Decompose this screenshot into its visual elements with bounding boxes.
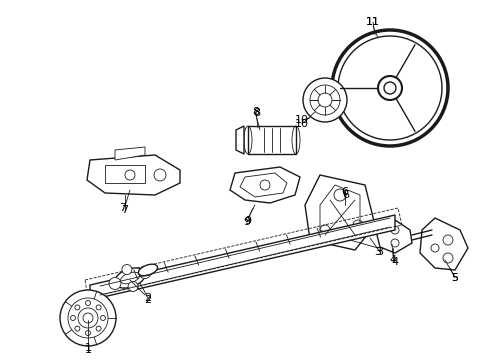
Text: 6: 6 <box>343 190 349 200</box>
Text: 7: 7 <box>122 205 128 215</box>
Text: 11: 11 <box>366 17 380 27</box>
Text: 8: 8 <box>252 107 260 117</box>
Text: 5: 5 <box>451 273 459 283</box>
Polygon shape <box>230 167 300 203</box>
Circle shape <box>122 265 132 275</box>
Circle shape <box>85 301 91 306</box>
Polygon shape <box>90 215 395 300</box>
Ellipse shape <box>139 264 158 276</box>
Text: 4: 4 <box>390 255 396 265</box>
Circle shape <box>332 30 448 146</box>
Text: 5: 5 <box>451 273 459 283</box>
Text: 9: 9 <box>244 217 250 227</box>
Text: 2: 2 <box>145 293 151 303</box>
Polygon shape <box>420 218 468 270</box>
Text: 4: 4 <box>392 257 398 267</box>
Text: 10: 10 <box>295 115 309 125</box>
Circle shape <box>71 315 75 320</box>
Circle shape <box>128 282 138 292</box>
Circle shape <box>303 78 347 122</box>
Circle shape <box>100 315 105 320</box>
Circle shape <box>378 76 402 100</box>
Text: 6: 6 <box>342 187 348 197</box>
Circle shape <box>139 266 151 279</box>
Circle shape <box>75 326 80 331</box>
Text: 8: 8 <box>253 108 261 118</box>
Text: 3: 3 <box>376 247 384 257</box>
Polygon shape <box>115 147 145 160</box>
Bar <box>248 126 296 154</box>
Circle shape <box>96 326 101 331</box>
Polygon shape <box>305 175 375 250</box>
Text: 1: 1 <box>84 343 92 353</box>
Circle shape <box>85 330 91 336</box>
Text: 10: 10 <box>295 119 309 129</box>
Text: 11: 11 <box>366 17 380 27</box>
Text: 3: 3 <box>374 247 382 257</box>
Circle shape <box>75 305 80 310</box>
Text: 2: 2 <box>145 295 151 305</box>
Text: 7: 7 <box>120 203 126 213</box>
Text: 1: 1 <box>84 345 92 355</box>
Polygon shape <box>375 220 412 253</box>
Text: 9: 9 <box>245 216 251 226</box>
Circle shape <box>96 305 101 310</box>
Bar <box>105 165 145 183</box>
Circle shape <box>60 290 116 346</box>
Polygon shape <box>87 155 180 195</box>
Circle shape <box>109 278 121 289</box>
Polygon shape <box>236 126 244 154</box>
Ellipse shape <box>115 268 146 288</box>
